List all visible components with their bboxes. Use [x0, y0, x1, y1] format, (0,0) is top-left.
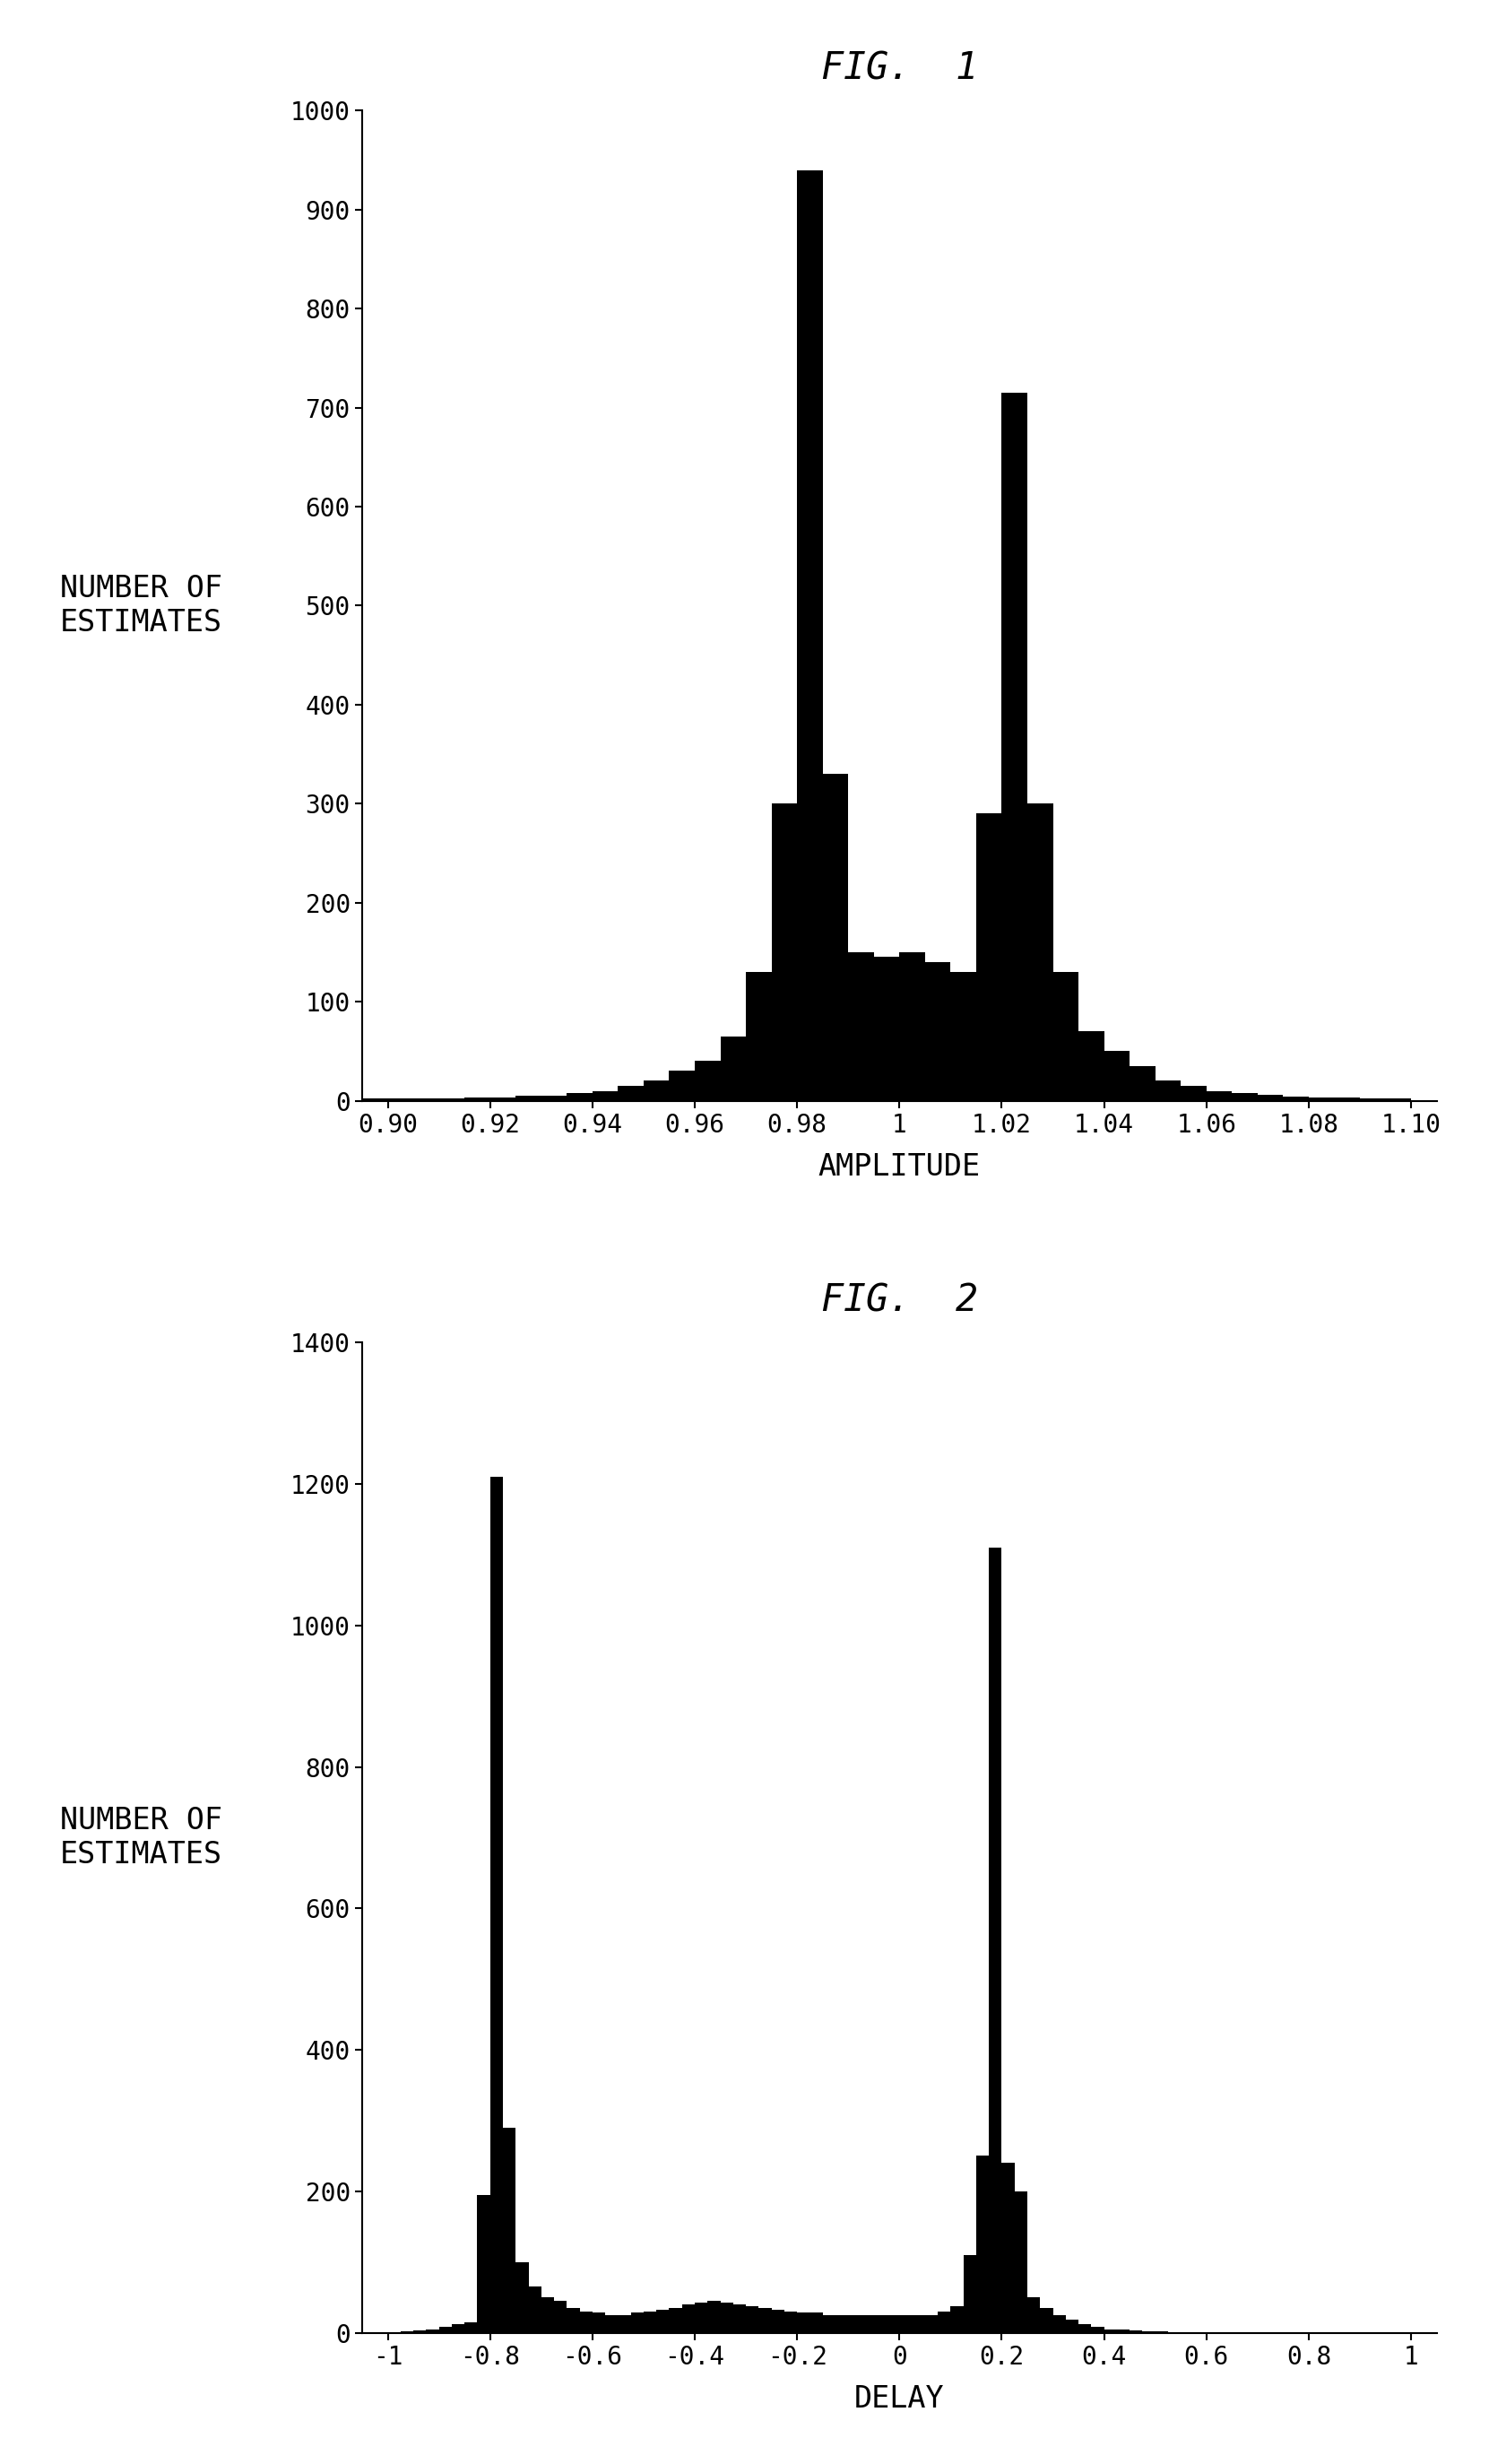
Bar	[567, 1094, 593, 1101]
Bar	[963, 2255, 977, 2333]
Bar	[682, 2304, 695, 2333]
Bar	[1053, 2316, 1066, 2333]
Bar	[899, 951, 925, 1101]
Bar	[746, 2306, 759, 2333]
Bar	[797, 2314, 810, 2333]
Bar	[657, 2311, 669, 2333]
Bar	[439, 2326, 451, 2333]
Bar	[1103, 2328, 1117, 2333]
Bar	[733, 2304, 746, 2333]
Bar	[695, 1062, 721, 1101]
Bar	[1130, 1067, 1155, 1101]
Bar	[643, 1082, 669, 1101]
Bar	[899, 2316, 913, 2333]
Bar	[874, 2316, 886, 2333]
Bar	[1117, 2331, 1130, 2333]
Bar	[707, 2301, 721, 2333]
Bar	[1103, 1052, 1130, 1101]
Bar	[503, 2126, 515, 2333]
Bar	[669, 2309, 682, 2333]
Bar	[631, 2314, 643, 2333]
Bar	[1002, 392, 1027, 1101]
Bar	[797, 170, 822, 1101]
Bar	[1206, 1092, 1231, 1101]
Bar	[490, 1099, 515, 1101]
Bar	[950, 971, 977, 1101]
Bar	[490, 1476, 503, 2333]
Bar	[785, 2311, 797, 2333]
Bar	[593, 1092, 618, 1101]
Bar	[618, 1087, 643, 1101]
Bar	[567, 2309, 579, 2333]
Bar	[478, 2195, 490, 2333]
Bar	[465, 2321, 478, 2333]
Bar	[746, 971, 771, 1101]
Bar	[1231, 1094, 1258, 1101]
Bar	[579, 2311, 593, 2333]
Bar	[1284, 1096, 1309, 1101]
Bar	[426, 2328, 439, 2333]
Bar	[618, 2316, 631, 2333]
Bar	[977, 813, 1002, 1101]
Bar	[759, 2309, 771, 2333]
Bar	[465, 1099, 490, 1101]
Bar	[913, 2316, 925, 2333]
X-axis label: DELAY: DELAY	[855, 2385, 944, 2415]
X-axis label: AMPLITUDE: AMPLITUDE	[819, 1153, 981, 1183]
Bar	[1078, 1032, 1103, 1101]
Bar	[977, 2156, 989, 2333]
Bar	[1078, 2324, 1091, 2333]
Bar	[771, 2311, 785, 2333]
Bar	[849, 951, 874, 1101]
Bar	[542, 2296, 554, 2333]
Bar	[874, 956, 899, 1101]
Bar	[835, 2316, 849, 2333]
Bar	[593, 2314, 605, 2333]
Bar	[721, 1037, 746, 1101]
Bar	[886, 2316, 899, 2333]
Bar	[1066, 2321, 1078, 2333]
Bar	[1014, 2190, 1027, 2333]
Bar	[721, 2304, 733, 2333]
Title: FIG.  1: FIG. 1	[820, 49, 978, 89]
Bar	[605, 2316, 618, 2333]
Bar	[925, 2316, 938, 2333]
Bar	[771, 803, 797, 1101]
Bar	[669, 1072, 695, 1101]
Bar	[1258, 1094, 1284, 1101]
Bar	[542, 1096, 567, 1101]
Bar	[554, 2301, 567, 2333]
Bar	[515, 1096, 542, 1101]
Bar	[822, 2316, 835, 2333]
Bar	[1155, 1082, 1181, 1101]
Bar	[695, 2304, 707, 2333]
Bar	[1091, 2326, 1103, 2333]
Bar	[938, 2311, 950, 2333]
Bar	[1002, 2163, 1014, 2333]
Bar	[1027, 2296, 1041, 2333]
Bar	[989, 1547, 1002, 2333]
Bar	[515, 2262, 529, 2333]
Bar	[810, 2314, 822, 2333]
Bar	[1041, 2309, 1053, 2333]
Bar	[861, 2316, 874, 2333]
Bar	[1027, 803, 1053, 1101]
Y-axis label: NUMBER OF
ESTIMATES: NUMBER OF ESTIMATES	[60, 1806, 222, 1870]
Bar	[1181, 1087, 1206, 1101]
Bar	[1334, 1099, 1359, 1101]
Bar	[1309, 1099, 1334, 1101]
Bar	[451, 2324, 465, 2333]
Bar	[643, 2311, 657, 2333]
Bar	[1053, 971, 1078, 1101]
Bar	[925, 961, 950, 1101]
Bar	[822, 774, 849, 1101]
Title: FIG.  2: FIG. 2	[820, 1281, 978, 1321]
Bar	[529, 2287, 542, 2333]
Bar	[950, 2306, 963, 2333]
Y-axis label: NUMBER OF
ESTIMATES: NUMBER OF ESTIMATES	[60, 574, 222, 638]
Bar	[849, 2316, 861, 2333]
